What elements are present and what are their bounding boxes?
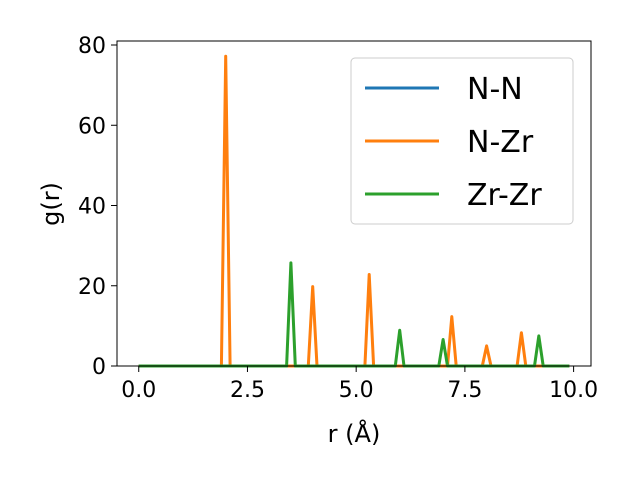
y-tick-label: 40 — [78, 195, 106, 220]
y-tick-label: 80 — [78, 34, 106, 59]
legend-label: N-Zr — [467, 125, 534, 160]
x-tick-label: 7.5 — [447, 378, 482, 403]
plot-frame — [116, 40, 592, 367]
legend: N-N N-Zr Zr-Zr — [350, 57, 574, 225]
y-tick-label: 20 — [78, 275, 106, 300]
y-tick-label: 60 — [78, 114, 106, 139]
x-tick-label: 10.0 — [549, 378, 598, 403]
legend-label: Zr-Zr — [467, 178, 542, 213]
x-tick-label: 2.5 — [230, 378, 265, 403]
x-tick-label: 0.0 — [121, 378, 156, 403]
x-tick-label: 5.0 — [339, 378, 374, 403]
x-axis: 0.0 2.5 5.0 7.5 10.0 — [121, 366, 598, 403]
y-axis-label: g(r) — [37, 182, 65, 226]
y-axis: 0 20 40 60 80 — [78, 34, 117, 380]
series-line-zr-zr — [138, 261, 570, 368]
y-tick-label: 0 — [92, 355, 106, 380]
legend-box — [350, 57, 574, 225]
legend-label: N-N — [467, 72, 523, 107]
x-axis-label: r (Å) — [328, 419, 381, 448]
